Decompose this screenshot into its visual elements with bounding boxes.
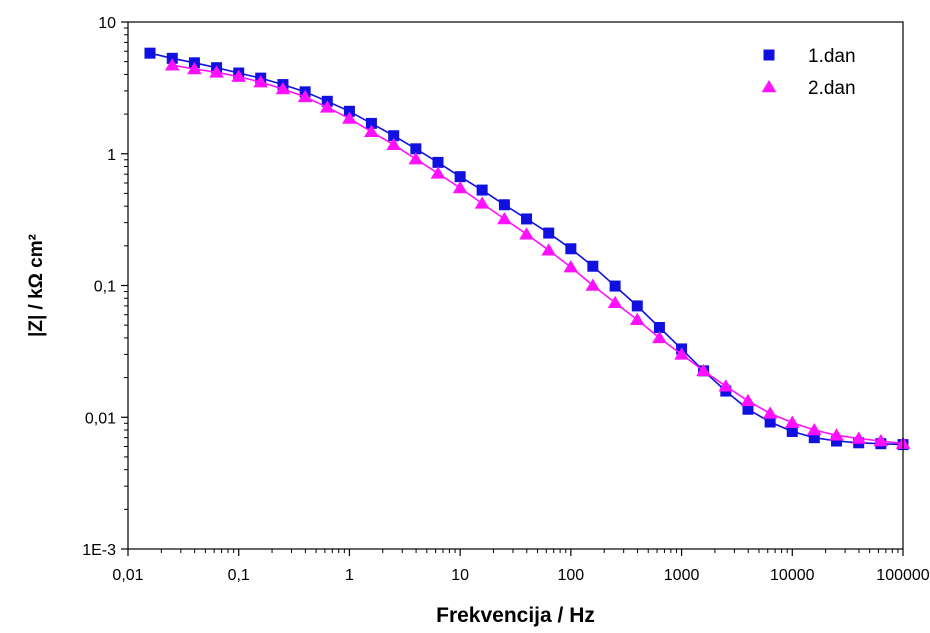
legend-label: 1.dan <box>808 46 856 67</box>
data-point <box>563 260 579 273</box>
data-point <box>609 280 621 292</box>
data-point <box>144 47 156 59</box>
x-tick-label: 100000 <box>876 567 929 584</box>
data-point <box>364 124 379 137</box>
series-2 <box>164 58 911 449</box>
y-tick-label: 10 <box>98 15 116 32</box>
data-point <box>541 243 557 256</box>
legend-label: 2.dan <box>808 78 856 99</box>
data-point <box>808 432 820 444</box>
series-line <box>172 64 904 445</box>
data-point <box>631 300 643 312</box>
data-point <box>454 171 466 183</box>
x-axis: 0,01 0,1 1 10 100 1000 10000 100000 <box>112 549 930 584</box>
plot-content <box>144 47 911 451</box>
data-point <box>388 130 400 142</box>
data-point <box>386 137 402 151</box>
x-tick-label: 100 <box>558 567 585 584</box>
data-point <box>829 428 844 441</box>
data-point <box>187 61 202 75</box>
data-point <box>784 415 800 428</box>
data-point <box>587 260 599 272</box>
data-point <box>851 431 867 444</box>
data-point <box>519 227 534 240</box>
data-point <box>585 278 601 291</box>
legend-item: 2.dan <box>761 78 856 99</box>
x-tick-label: 1 <box>345 567 354 584</box>
data-point <box>430 166 446 179</box>
data-point <box>565 243 577 255</box>
x-tick-label: 1000 <box>664 567 700 584</box>
data-point <box>164 58 180 71</box>
data-point <box>629 312 645 325</box>
data-point <box>498 199 510 211</box>
data-point <box>253 75 269 88</box>
data-point <box>297 89 313 103</box>
legend-marker <box>761 80 777 93</box>
data-point <box>474 196 490 209</box>
data-point <box>873 434 889 447</box>
data-point <box>342 111 357 124</box>
data-point <box>607 295 623 308</box>
data-point <box>696 363 711 377</box>
x-axis-label: Frekvencija / Hz <box>436 604 595 627</box>
y-tick-label: 1E-3 <box>82 542 116 559</box>
data-point <box>762 406 778 419</box>
plot-frame <box>127 21 904 550</box>
data-point <box>740 393 756 407</box>
data-point <box>432 156 444 168</box>
data-point <box>652 330 667 344</box>
data-point <box>718 379 734 392</box>
series-1 <box>144 47 909 451</box>
data-point <box>806 423 822 436</box>
x-tick-label: 0,01 <box>112 567 143 584</box>
data-point <box>831 435 843 447</box>
data-point <box>764 416 776 428</box>
data-point <box>319 100 335 113</box>
data-point <box>543 227 555 239</box>
data-point <box>786 425 798 437</box>
data-point <box>476 184 488 196</box>
data-point <box>209 65 224 78</box>
data-point <box>275 82 291 95</box>
x-tick-label: 10 <box>451 567 469 584</box>
data-point <box>521 213 533 225</box>
series-line <box>149 52 904 446</box>
legend-marker <box>763 49 775 61</box>
data-point <box>408 152 424 165</box>
data-point <box>343 105 355 117</box>
legend: 1.dan 2.dan <box>761 46 856 99</box>
data-point <box>365 117 377 129</box>
legend-item: 1.dan <box>763 46 856 67</box>
y-axis-label: |Z| / kΩ cm² <box>26 234 47 337</box>
data-point <box>410 143 422 155</box>
data-point <box>231 69 247 82</box>
x-tick-label: 0,1 <box>228 567 250 584</box>
y-tick-label: 0,01 <box>85 410 116 427</box>
data-point <box>452 180 468 194</box>
y-axis: 1E-3 0,01 0,1 1 10 <box>82 15 128 559</box>
data-point <box>653 321 665 333</box>
data-point <box>742 403 754 415</box>
data-point <box>497 211 512 225</box>
data-point <box>674 347 689 360</box>
y-tick-label: 1 <box>107 147 116 164</box>
x-tick-label: 10000 <box>770 567 815 584</box>
y-tick-label: 0,1 <box>94 279 116 296</box>
